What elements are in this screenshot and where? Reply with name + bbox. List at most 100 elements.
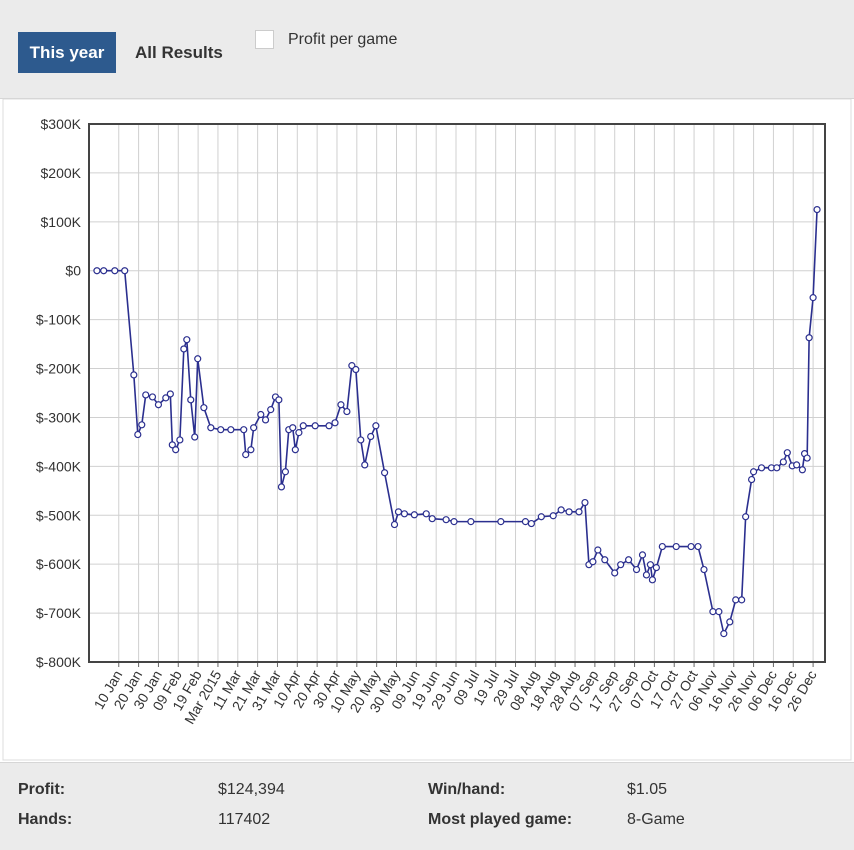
point bbox=[720, 630, 728, 638]
point bbox=[783, 449, 791, 457]
point bbox=[747, 475, 756, 484]
point bbox=[267, 406, 275, 414]
point bbox=[527, 519, 535, 528]
point bbox=[281, 468, 289, 476]
point bbox=[93, 267, 101, 275]
point bbox=[672, 542, 680, 551]
point bbox=[732, 596, 740, 604]
point bbox=[549, 512, 557, 520]
summary-label: Profit: bbox=[18, 781, 66, 798]
point bbox=[357, 436, 365, 444]
checkbox-label[interactable]: Profit per game bbox=[288, 31, 398, 48]
summary: Profit: $124,394 Win/hand: $1.05 Hands: 11740… bbox=[0, 762, 854, 850]
y-tick-label: $-500K bbox=[36, 507, 82, 523]
point bbox=[277, 483, 286, 491]
point bbox=[652, 564, 660, 572]
point bbox=[617, 561, 625, 569]
point bbox=[191, 433, 199, 441]
point bbox=[715, 608, 723, 616]
point bbox=[687, 542, 695, 551]
point bbox=[594, 546, 602, 554]
point bbox=[773, 464, 781, 472]
chart: $300K $200K $100K $0 $-100K $-200K $-300K $-400… bbox=[2, 99, 852, 761]
point bbox=[111, 267, 119, 275]
point bbox=[442, 516, 450, 524]
point bbox=[648, 576, 657, 584]
point bbox=[257, 410, 265, 419]
point bbox=[311, 422, 319, 430]
tab[interactable]: All Results bbox=[135, 43, 223, 62]
y-tick-label: $0 bbox=[65, 263, 81, 279]
tab[interactable]: This year bbox=[18, 32, 116, 73]
point bbox=[380, 469, 389, 477]
point bbox=[121, 267, 129, 275]
point bbox=[242, 451, 250, 459]
point bbox=[642, 571, 651, 579]
point bbox=[521, 518, 530, 526]
point bbox=[428, 515, 436, 523]
point bbox=[625, 556, 633, 564]
point bbox=[422, 510, 430, 518]
summary-label: Most played game: bbox=[428, 811, 573, 828]
point bbox=[166, 390, 174, 398]
checkbox[interactable] bbox=[255, 30, 274, 49]
point bbox=[168, 441, 176, 449]
point bbox=[247, 446, 255, 454]
point bbox=[207, 424, 215, 432]
summary-value: 8-Game bbox=[627, 811, 685, 828]
y-tick-label: $-600K bbox=[36, 556, 82, 572]
point bbox=[148, 393, 157, 401]
point bbox=[638, 551, 647, 559]
point bbox=[240, 426, 248, 434]
point bbox=[361, 461, 369, 469]
point bbox=[227, 426, 235, 434]
point bbox=[726, 618, 734, 626]
point bbox=[390, 520, 399, 529]
y-tick-label: $-400K bbox=[36, 458, 82, 474]
point bbox=[187, 396, 195, 404]
point bbox=[709, 608, 717, 616]
point bbox=[200, 404, 208, 412]
y-tick-label: $-200K bbox=[36, 361, 82, 377]
point bbox=[337, 401, 345, 409]
point bbox=[611, 569, 619, 577]
point bbox=[217, 426, 225, 434]
point bbox=[394, 508, 403, 516]
point bbox=[176, 436, 184, 444]
plot-area bbox=[89, 124, 825, 662]
point bbox=[138, 421, 146, 429]
summary-label: Win/hand: bbox=[428, 781, 506, 798]
point bbox=[100, 267, 108, 275]
point bbox=[172, 446, 180, 454]
point bbox=[130, 371, 138, 379]
point bbox=[162, 394, 170, 402]
point bbox=[194, 355, 202, 363]
point bbox=[275, 396, 283, 404]
y-tick-label: $200K bbox=[41, 165, 82, 181]
point bbox=[450, 518, 458, 526]
point bbox=[700, 565, 708, 574]
point bbox=[738, 596, 746, 604]
point bbox=[779, 458, 787, 466]
point bbox=[757, 464, 766, 472]
y-tick-label: $100K bbox=[41, 214, 82, 230]
point bbox=[467, 518, 475, 526]
y-tick-label: $-300K bbox=[36, 409, 82, 425]
point bbox=[809, 294, 817, 302]
point bbox=[537, 513, 545, 521]
point bbox=[575, 508, 583, 516]
point bbox=[589, 558, 597, 566]
point bbox=[658, 542, 666, 551]
plot-border bbox=[88, 123, 826, 663]
point bbox=[261, 416, 270, 424]
point bbox=[367, 432, 375, 441]
summary-label: Hands: bbox=[18, 811, 73, 828]
point bbox=[400, 510, 409, 518]
point bbox=[497, 518, 505, 526]
point bbox=[325, 422, 333, 430]
point bbox=[749, 468, 758, 476]
y-tick-label: $-800K bbox=[36, 654, 82, 670]
point bbox=[134, 430, 142, 439]
summary-value: 117402 bbox=[218, 811, 271, 828]
point bbox=[793, 461, 801, 469]
